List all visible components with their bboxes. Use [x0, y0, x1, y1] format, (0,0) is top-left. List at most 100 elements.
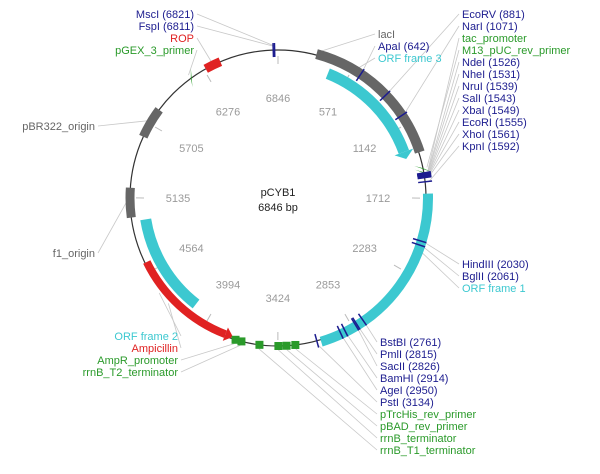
- leader-line: [358, 326, 378, 355]
- site-mark: [416, 171, 432, 176]
- map-label: AgeI (2950): [380, 385, 437, 397]
- map-label: pGEX_3_primer: [115, 45, 194, 57]
- feature-f1: [125, 187, 136, 219]
- leader-line: [346, 333, 378, 379]
- leader-line: [428, 133, 460, 178]
- mark-pTrcHis_rev_primer: [291, 340, 300, 349]
- map-label: pBAD_rev_primer: [380, 421, 468, 433]
- leader-line: [319, 33, 376, 53]
- site-mark: [340, 323, 349, 337]
- map-label: ApaI (642): [378, 41, 429, 53]
- site-mark: [411, 241, 426, 248]
- mark-rrnB_terminator: [274, 341, 283, 350]
- map-label: NdeI (1526): [462, 57, 520, 69]
- plasmid-name: pCYB1: [261, 187, 296, 199]
- leader-line: [427, 109, 460, 176]
- leader-line: [428, 145, 460, 182]
- map-label: Ampicillin: [132, 343, 178, 355]
- map-label: rrnB_terminator: [380, 433, 457, 445]
- feature-arrow-amp: [222, 327, 233, 341]
- site-mark: [417, 174, 432, 178]
- feature-orf3: [325, 68, 410, 154]
- map-label: PmlI (2815): [380, 349, 437, 361]
- map-label: BstBI (2761): [380, 337, 441, 349]
- leader-line: [404, 25, 460, 114]
- plasmid-size: 6846 bp: [258, 202, 298, 214]
- map-label: NruI (1539): [462, 81, 518, 93]
- map-label: ORF frame 1: [462, 283, 526, 295]
- leader-line: [428, 121, 460, 177]
- tick-mark: [206, 313, 212, 322]
- site-mark: [417, 175, 432, 180]
- leader-line: [97, 120, 148, 127]
- label-leader-lines: [97, 13, 460, 451]
- site-mark: [355, 68, 365, 82]
- leader-line: [420, 250, 460, 289]
- map-label: ROP: [170, 33, 194, 45]
- map-label: SacII (2826): [380, 361, 440, 373]
- leader-line: [180, 344, 241, 373]
- leader-line: [387, 13, 460, 94]
- map-label: pBR322_origin: [22, 121, 95, 133]
- leader-line: [258, 348, 378, 451]
- map-label: NarI (1071): [462, 21, 518, 33]
- site-mark: [418, 180, 433, 184]
- map-label: SalI (1543): [462, 93, 516, 105]
- map-label: XbaI (1549): [462, 105, 519, 117]
- map-label: NheI (1531): [462, 69, 520, 81]
- tick-label: 2853: [316, 280, 340, 292]
- site-mark: [357, 313, 368, 326]
- leader-line: [427, 37, 460, 172]
- leader-line: [188, 49, 198, 76]
- leader-line: [286, 349, 378, 427]
- site-mark: [350, 317, 360, 331]
- tick-label: 1712: [366, 193, 390, 205]
- tick-mark: [206, 74, 212, 83]
- map-label: lacI: [378, 29, 395, 41]
- map-label: ORF frame 3: [378, 53, 442, 65]
- map-label: EcoRI (1555): [462, 117, 527, 129]
- map-label: tac_promoter: [462, 33, 527, 45]
- leader-line: [364, 322, 378, 343]
- leader-line: [357, 57, 376, 69]
- feature-pbr: [139, 107, 163, 139]
- feature-lacI: [315, 49, 425, 154]
- leader-line: [421, 245, 460, 277]
- map-label: MscI (6821): [136, 9, 194, 21]
- mark-pBAD_rev_primer: [282, 341, 291, 350]
- tick-label: 5135: [166, 193, 190, 205]
- tick-label: 571: [319, 106, 337, 118]
- tick-label: 6846: [266, 93, 290, 105]
- leader-line: [317, 344, 378, 403]
- site-mark: [394, 111, 408, 121]
- feature-amp: [143, 260, 227, 338]
- mark-pGEX_3_primer: [190, 68, 193, 88]
- leader-line: [341, 335, 378, 391]
- tick-label: 4564: [179, 243, 203, 255]
- feature-orf1: [319, 193, 433, 347]
- mark-rrnB_T2_terminator: [237, 337, 246, 346]
- leader-line: [427, 97, 460, 175]
- leader-line: [158, 292, 182, 337]
- tick-label: 2283: [352, 243, 376, 255]
- site-mark: [352, 317, 361, 330]
- map-label: HindIII (2030): [462, 259, 529, 271]
- map-label: KpnI (1592): [462, 141, 519, 153]
- site-mark: [417, 173, 432, 178]
- leader-line: [427, 61, 460, 173]
- restriction-site-marks: [272, 43, 433, 348]
- leader-line: [196, 13, 275, 47]
- site-mark: [412, 237, 427, 244]
- site-mark: [314, 333, 320, 348]
- feature-rop: [203, 57, 223, 73]
- leader-line: [427, 73, 460, 174]
- map-label: rrnB_T1_terminator: [380, 445, 476, 457]
- map-label: FspI (6811): [139, 21, 194, 33]
- mark-AmpR_promoter: [231, 335, 240, 344]
- leader-line: [196, 25, 274, 47]
- leader-line: [362, 45, 376, 72]
- map-label: AmpR_promoter: [97, 355, 178, 367]
- map-label: XhoI (1561): [462, 129, 519, 141]
- position-ticks: 6846 571 1142 1712 2283 2853 3424 3994 4564 5135 5…: [135, 56, 421, 341]
